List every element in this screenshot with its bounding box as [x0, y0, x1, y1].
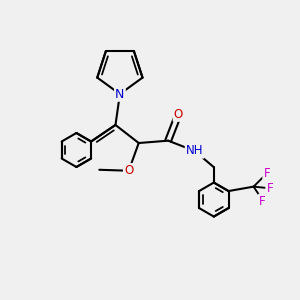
Text: F: F: [266, 182, 273, 195]
Text: O: O: [174, 108, 183, 121]
Text: NH: NH: [186, 145, 203, 158]
Text: O: O: [124, 164, 134, 177]
Text: F: F: [263, 167, 270, 180]
Text: N: N: [115, 88, 124, 100]
Text: F: F: [259, 195, 266, 208]
